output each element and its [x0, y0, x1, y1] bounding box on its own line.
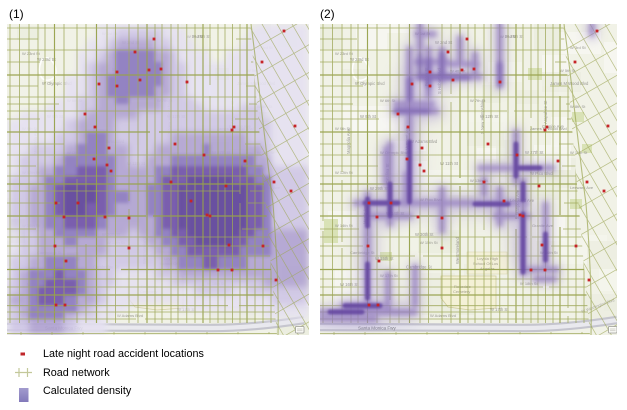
- svg-text:Rosedale: Rosedale: [454, 284, 472, 289]
- svg-text:Santa Monica Fwy: Santa Monica Fwy: [358, 326, 396, 331]
- svg-text:W 15th St: W 15th St: [375, 256, 394, 261]
- svg-text:W 25th St: W 25th St: [505, 34, 524, 39]
- svg-text:W 16th St: W 16th St: [340, 282, 359, 287]
- svg-text:Cemetery: Cemetery: [453, 289, 470, 294]
- svg-text:W 30th St: W 30th St: [415, 232, 434, 237]
- svg-text:W 23rd St: W 23rd St: [350, 57, 369, 62]
- svg-text:W Adams Blvd: W Adams Blvd: [117, 313, 143, 318]
- svg-text:James M Wood Blvd: James M Wood Blvd: [530, 126, 567, 131]
- svg-text:W 7th St: W 7th St: [470, 98, 486, 103]
- svg-text:W Adams Blvd: W Adams Blvd: [410, 139, 438, 144]
- svg-text:W 9th St: W 9th St: [335, 126, 351, 131]
- svg-text:W 12th St: W 12th St: [480, 114, 499, 119]
- svg-text:W 3rd St: W 3rd St: [570, 45, 586, 50]
- svg-text:W 23rd St: W 23rd St: [335, 51, 354, 56]
- svg-text:W 6th St: W 6th St: [380, 98, 396, 103]
- svg-text:W 12th St: W 12th St: [335, 170, 353, 175]
- svg-text:W Olympic Blvd: W Olympic Blvd: [355, 81, 385, 86]
- svg-text:W 9th St: W 9th St: [360, 114, 377, 119]
- svg-text:James M Wood Blvd: James M Wood Blvd: [550, 81, 589, 86]
- svg-text:W 27th St: W 27th St: [525, 150, 544, 155]
- svg-text:Westmoreland: Westmoreland: [455, 236, 460, 264]
- svg-text:Leeward Ave: Leeward Ave: [570, 185, 594, 190]
- svg-text:W 18th St: W 18th St: [520, 281, 538, 286]
- svg-text:W 23rd St: W 23rd St: [37, 57, 56, 62]
- svg-text:W 29th St: W 29th St: [370, 186, 389, 191]
- svg-text:Angeles: Angeles: [480, 266, 494, 271]
- svg-text:W 25th St: W 25th St: [192, 34, 211, 39]
- svg-text:W 23rd St: W 23rd St: [22, 51, 41, 56]
- svg-text:W 11th St: W 11th St: [440, 161, 459, 166]
- svg-text:W Olympic Blvd: W Olympic Blvd: [42, 81, 72, 86]
- svg-text:Magnolia Ave: Magnolia Ave: [346, 128, 351, 154]
- svg-text:Loyola High: Loyola High: [477, 256, 498, 261]
- svg-text:W 8th St: W 8th St: [570, 104, 586, 109]
- svg-text:W Adams Blvd: W Adams Blvd: [430, 313, 456, 318]
- svg-text:W 15th St: W 15th St: [420, 240, 438, 245]
- svg-text:W 14th St: W 14th St: [335, 223, 353, 228]
- svg-text:W 2nd St: W 2nd St: [500, 34, 517, 39]
- svg-text:W 5th St: W 5th St: [560, 68, 576, 73]
- svg-text:W 2nd St: W 2nd St: [187, 34, 204, 39]
- svg-text:S New Hampshire: S New Hampshire: [480, 100, 485, 134]
- svg-text:School Of Los: School Of Los: [473, 261, 498, 266]
